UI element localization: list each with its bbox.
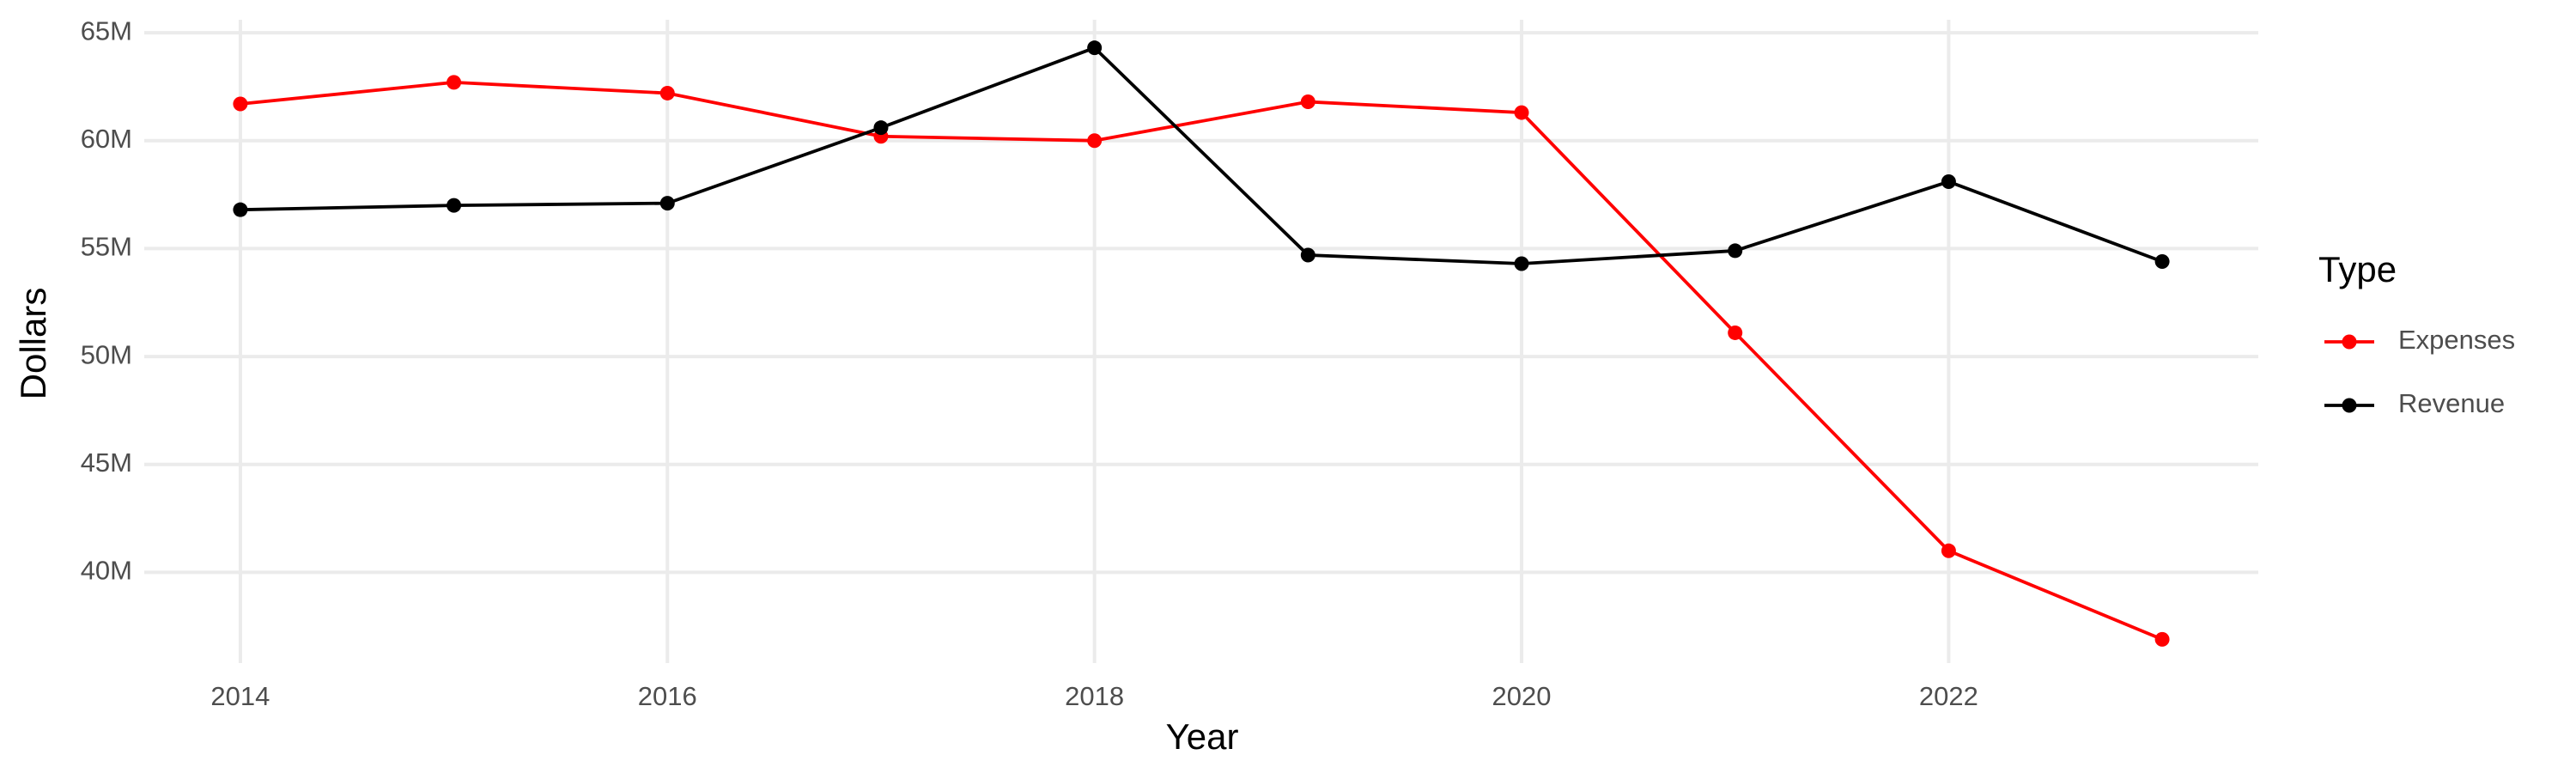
data-point [233,202,248,217]
data-point [2154,631,2170,647]
data-point [1514,105,1529,120]
legend-title: Type [2318,249,2397,289]
grid [144,20,2258,663]
data-point [1941,174,1956,190]
data-point [1300,94,1315,110]
legend-label: Revenue [2398,388,2505,418]
legend-label: Expenses [2398,325,2515,355]
y-tick-label: 40M [81,556,132,586]
series-line [240,46,2163,265]
data-point [1300,247,1315,263]
y-tick-label: 60M [81,124,132,154]
series-line [240,80,2163,642]
y-tick-label: 55M [81,232,132,262]
data-point [1941,543,1956,558]
x-tick-label: 2014 [210,681,270,711]
x-tick-label: 2020 [1492,681,1552,711]
y-axis-title: Dollars [13,288,53,400]
data-point [659,196,675,211]
data-point [233,96,248,112]
data-point [1087,40,1103,56]
legend-key-point [2342,398,2357,413]
data-point [659,85,675,100]
data-point [1728,325,1743,340]
x-tick-label: 2018 [1065,681,1124,711]
y-tick-label: 50M [81,339,132,369]
x-tick-label: 2022 [1919,681,1978,711]
x-axis-title: Year [1166,716,1239,757]
data-point [1087,133,1103,149]
data-point [873,120,889,136]
data-point [447,198,462,213]
legend-key-point [2342,334,2357,350]
data-point [2154,254,2170,270]
y-tick-label: 45M [81,447,132,478]
data-point [1728,243,1743,259]
x-tick-label: 2016 [638,681,697,711]
data-point [447,75,462,90]
y-tick-label: 65M [81,15,132,46]
data-point [1514,256,1529,271]
